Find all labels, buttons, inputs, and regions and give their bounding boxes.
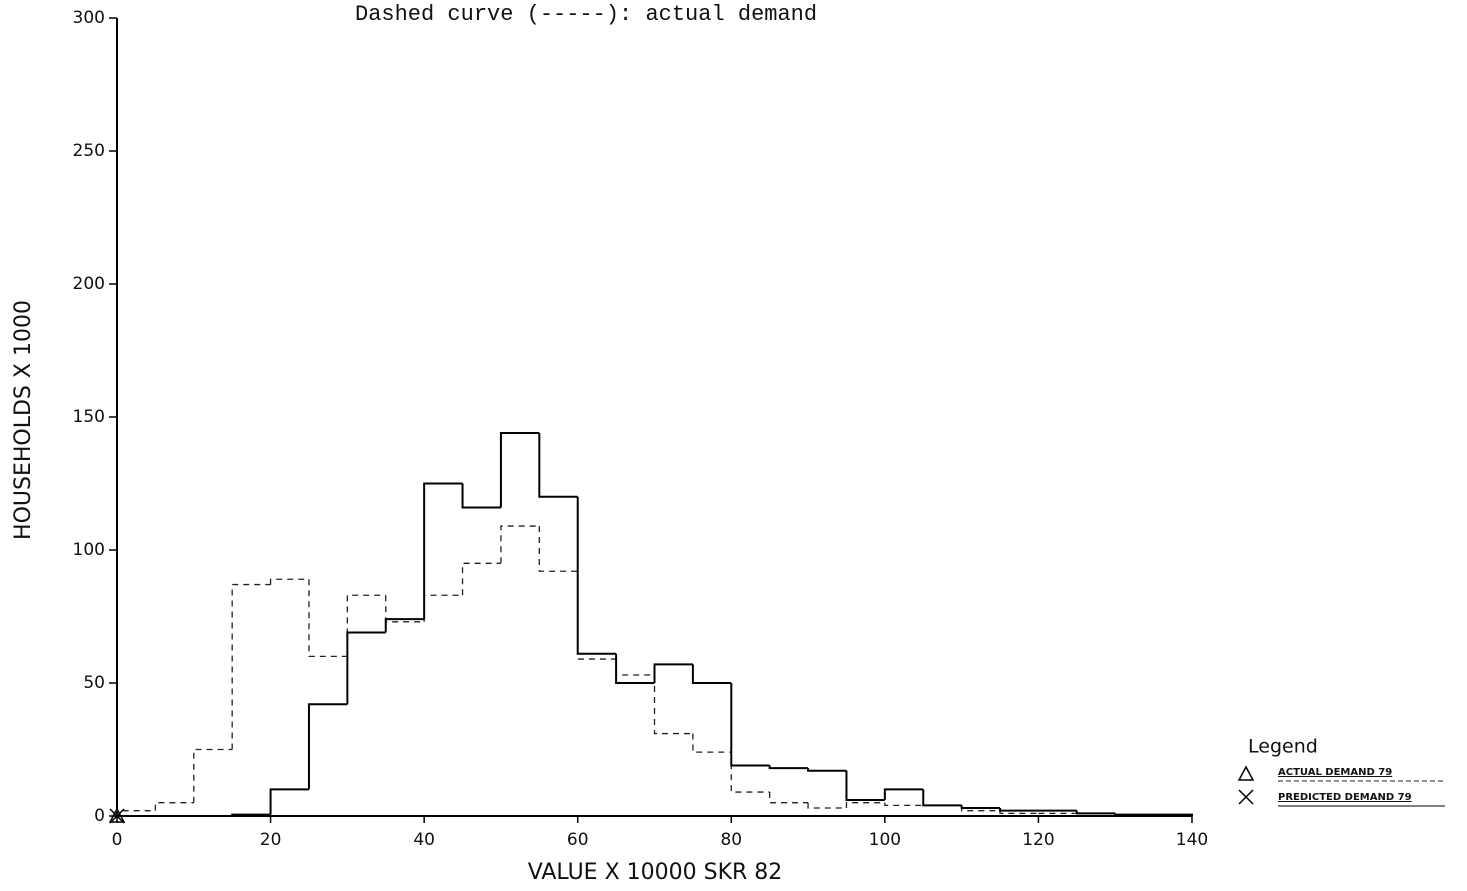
histogram-bin <box>538 432 578 498</box>
histogram-bin <box>845 770 885 802</box>
legend-title: Legend <box>1248 736 1318 758</box>
histogram-bin <box>154 802 194 811</box>
x-tick-label: 40 <box>413 830 435 850</box>
histogram-bin <box>922 789 962 807</box>
histogram-bin <box>423 594 463 622</box>
histogram-bin <box>461 562 501 596</box>
histogram-bin <box>807 802 847 809</box>
histogram-bin <box>845 802 885 809</box>
y-tick-label: 50 <box>83 673 105 693</box>
histogram-bin <box>116 810 156 816</box>
histogram-bin <box>730 752 770 793</box>
legend-entry: ACTUAL DEMAND 79 <box>1278 767 1392 778</box>
histogram-bin <box>730 683 770 767</box>
y-axis-title: HOUSEHOLDS X 1000 <box>11 300 36 540</box>
histogram-bin <box>269 578 309 585</box>
histogram-bin <box>193 748 233 803</box>
x-tick-label: 100 <box>869 830 901 850</box>
y-tick-label: 200 <box>73 274 105 294</box>
histogram-bin <box>1075 810 1116 815</box>
x-tick-label: 80 <box>720 830 742 850</box>
histogram-bin <box>960 805 1001 810</box>
histogram-bin <box>307 703 348 790</box>
histogram-bin <box>231 813 271 816</box>
histogram-bin <box>308 579 348 658</box>
y-tick-label: 150 <box>73 407 105 427</box>
x-tick-label: 0 <box>112 830 123 850</box>
histogram-bin <box>999 808 1039 812</box>
histogram-bin <box>577 571 617 660</box>
histogram-bin <box>615 659 655 676</box>
histogram-bin <box>1114 813 1154 816</box>
histogram-bin <box>269 788 309 815</box>
histogram-bin <box>346 594 386 657</box>
histogram-bin <box>346 631 386 705</box>
chart-title: Dashed curve (-----): actual demand <box>355 2 817 27</box>
legend-cross <box>1238 789 1254 805</box>
x-tick-label: 20 <box>260 830 282 850</box>
histogram-bin <box>1153 813 1193 816</box>
y-tick-label: 0 <box>94 806 105 826</box>
x-axis-title: VALUE X 10000 SKR 82 <box>528 860 783 885</box>
histogram-bin <box>883 788 924 801</box>
histogram-bin <box>691 664 732 684</box>
y-tick-label: 100 <box>73 540 105 560</box>
legend-entry: PREDICTED DEMAND 79 <box>1278 792 1412 803</box>
histogram-bin <box>461 483 501 509</box>
histogram-bin <box>807 768 847 772</box>
histogram-bin <box>615 653 655 684</box>
x-tick-label: 60 <box>567 830 589 850</box>
histogram-bin <box>385 595 425 623</box>
histogram-bin <box>538 526 578 572</box>
histogram-bin <box>653 663 693 683</box>
histogram-bin <box>884 802 924 807</box>
x-tick-label: 140 <box>1176 830 1208 850</box>
histogram-bin <box>692 733 732 753</box>
histogram-bin <box>231 583 271 750</box>
histogram-bin <box>769 792 809 804</box>
histogram-bin <box>500 525 540 564</box>
legend-triangle <box>1237 765 1255 781</box>
histogram-bin <box>384 618 425 633</box>
histogram-bin <box>653 675 693 735</box>
y-tick-label: 250 <box>73 141 105 161</box>
histogram-bin <box>499 431 540 508</box>
histogram-bin <box>768 765 809 770</box>
histogram-bin <box>576 496 617 655</box>
y-tick-label: 300 <box>73 8 105 28</box>
x-tick-label: 120 <box>1022 830 1054 850</box>
histogram-bin <box>423 482 463 620</box>
